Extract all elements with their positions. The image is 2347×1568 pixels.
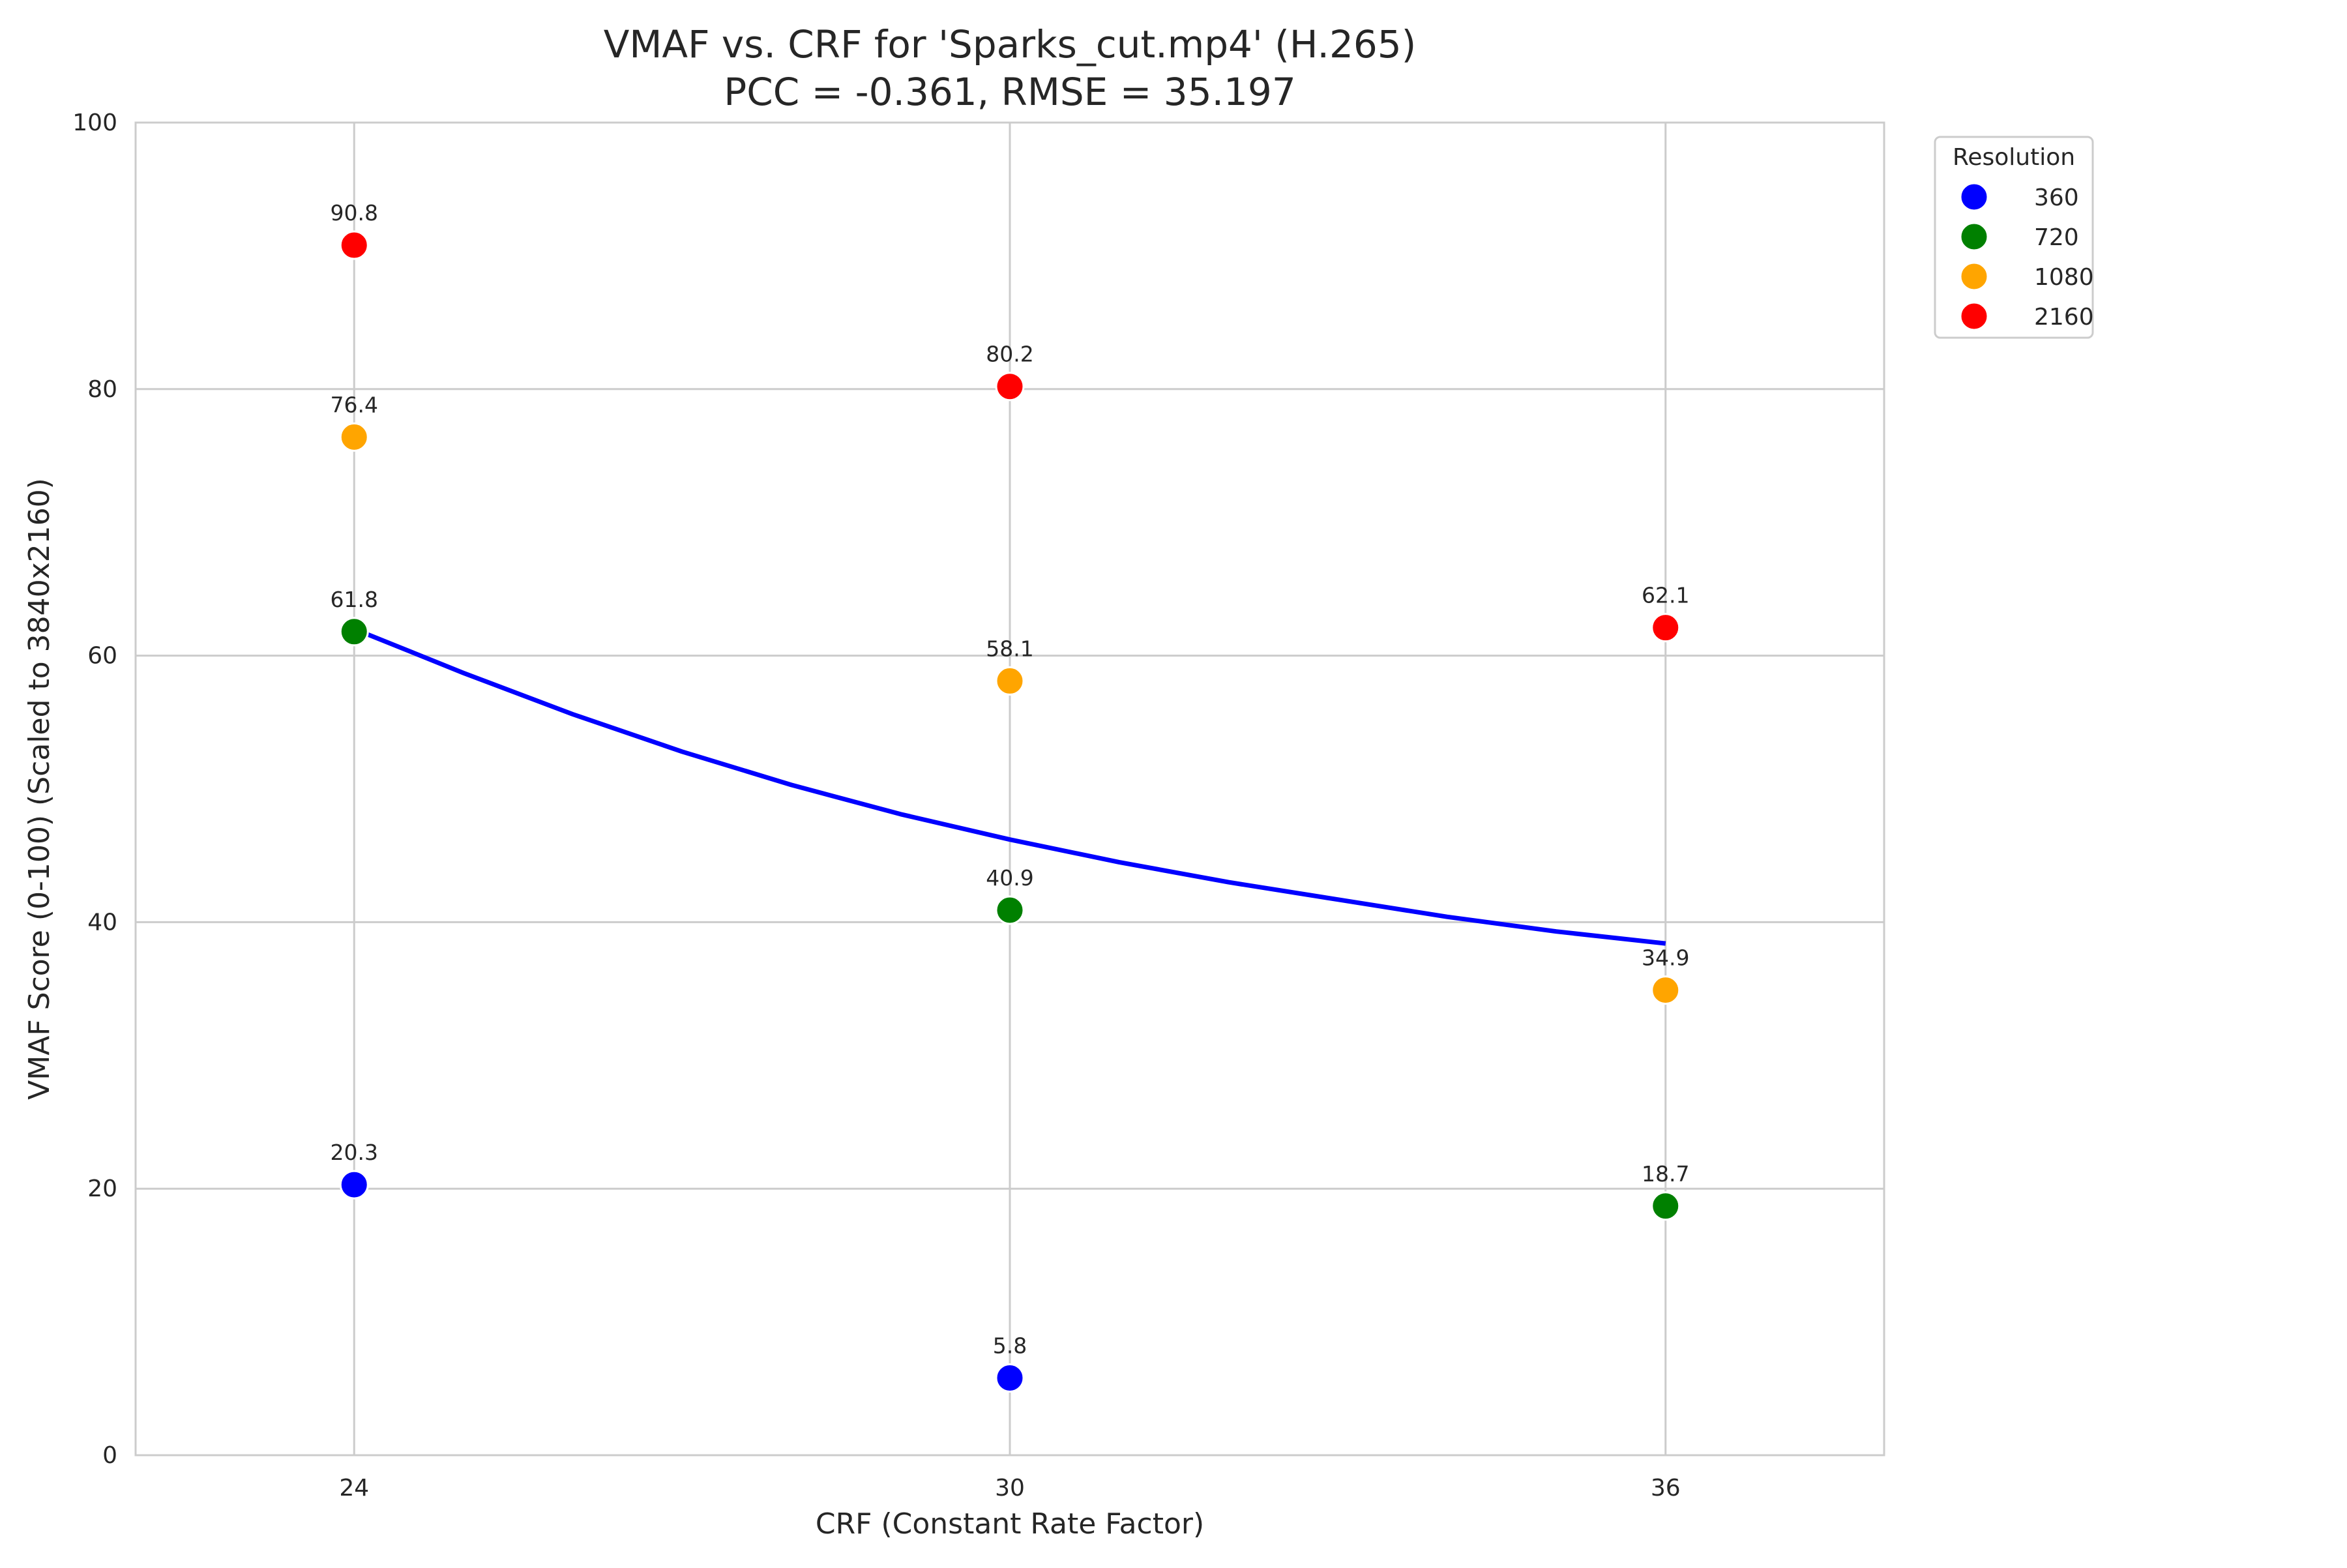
legend-marker-2160 [1959,301,1989,331]
legend: Resolution 360 720 1080 2160 [1934,136,2094,339]
data-label-2160-crf36: 62.1 [1642,583,1689,608]
point-2160-crf24 [339,230,369,260]
data-label-2160-crf30: 80.2 [986,342,1033,367]
point-720-crf24 [339,617,369,647]
point-360-crf30 [995,1363,1025,1393]
data-label-720-crf24: 61.8 [331,587,378,612]
data-label-720-crf36: 18.7 [1642,1161,1689,1187]
data-label-720-crf30: 40.9 [986,865,1033,891]
tick-labels-layer: 0 20 40 60 80 100 24 30 36 [72,110,1680,1501]
y-tick-label-0: 0 [102,1442,117,1469]
legend-label-360: 360 [2034,185,2079,211]
y-tick-label-100: 100 [72,110,117,136]
data-label-1080-crf30: 58.1 [986,636,1033,661]
data-label-1080-crf24: 76.4 [331,392,378,417]
point-1080-crf24 [339,422,369,452]
fit-curve-layer [353,627,1666,946]
legend-label-720: 720 [2034,224,2079,251]
point-1080-crf30 [995,666,1025,696]
data-label-360-crf30: 5.8 [993,1333,1027,1358]
y-tick-label-60: 60 [87,643,117,670]
y-tick-label-80: 80 [87,376,117,403]
data-labels-layer: 20.3 5.8 61.8 40.9 18.7 76.4 58.1 34.9 90.8 80.2 6… [331,200,1690,1358]
legend-label-1080: 1080 [2034,264,2094,291]
x-tick-label-30: 30 [995,1475,1025,1501]
point-720-crf36 [1651,1191,1681,1221]
point-720-crf30 [995,895,1025,925]
legend-title: Resolution [1953,144,2075,171]
point-2160-crf30 [995,372,1025,402]
legend-marker-360 [1959,182,1989,212]
x-axis-label: CRF (Constant Rate Factor) [816,1507,1204,1541]
x-tick-label-36: 36 [1651,1475,1681,1501]
x-tick-label-24: 24 [339,1475,369,1501]
plot-frame [134,121,1885,1457]
data-points-layer [339,230,1681,1393]
y-axis-label: VMAF Score (0-100) (Scaled to 3840x2160) [23,478,56,1100]
chart-title: VMAF vs. CRF for 'Sparks_cut.mp4' (H.265… [604,22,1417,67]
y-tick-label-40: 40 [87,909,117,936]
data-label-2160-crf24: 90.8 [331,200,378,226]
data-label-360-crf24: 20.3 [331,1140,378,1165]
legend-marker-720 [1959,222,1989,252]
chart-subtitle: PCC = -0.361, RMSE = 35.197 [724,70,1296,114]
point-2160-crf36 [1651,613,1681,643]
fit-curve [353,627,1666,946]
point-1080-crf36 [1651,975,1681,1005]
data-label-1080-crf36: 34.9 [1642,945,1689,971]
y-tick-label-20: 20 [87,1176,117,1202]
legend-items: 360 720 1080 2160 [1959,182,2094,331]
legend-marker-1080 [1959,261,1989,291]
legend-label-2160: 2160 [2034,304,2094,331]
point-360-crf24 [339,1170,369,1200]
